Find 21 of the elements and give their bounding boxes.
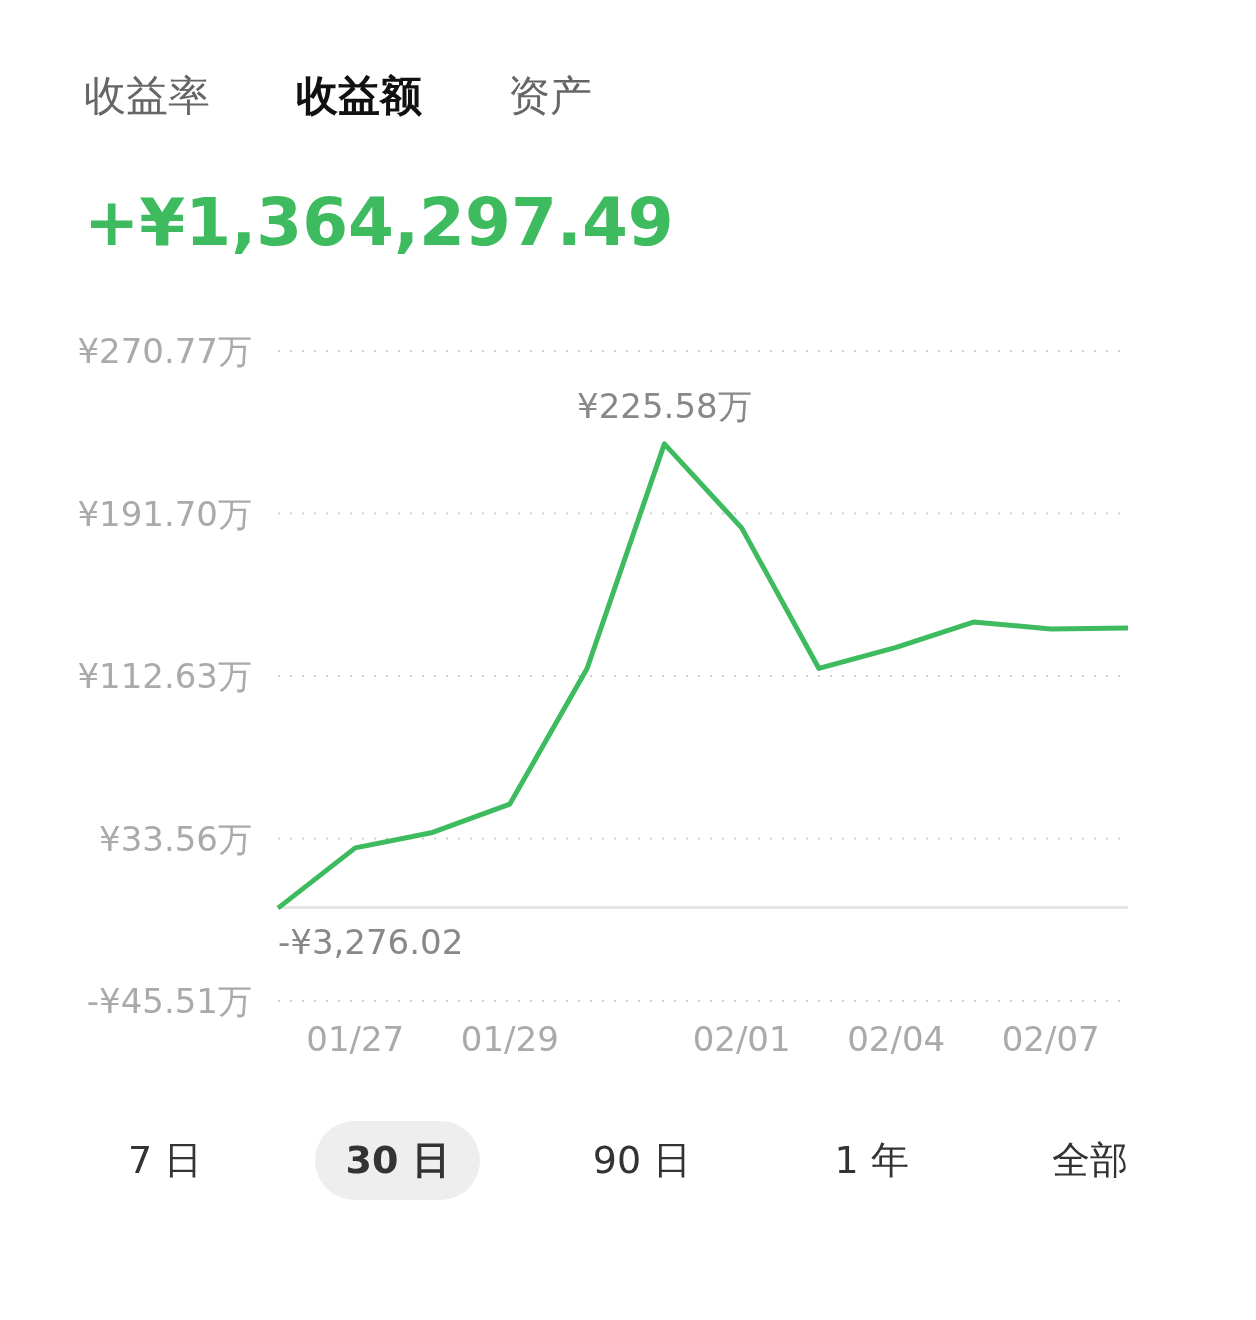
x-tick-label: 02/07 (1001, 1019, 1100, 1060)
data-label: ¥225.58万 (577, 385, 752, 426)
text: 全部 (1050, 1137, 1129, 1184)
x-tick-label: 02/01 (692, 1019, 791, 1060)
y-tick-label: ¥191.70万 (77, 493, 252, 534)
text: 30 日 (315, 1121, 480, 1200)
text: 1 年 (833, 1137, 910, 1184)
text: 收益额 (296, 70, 422, 122)
text: 90 日 (591, 1137, 693, 1184)
text: 7 日 (127, 1137, 204, 1184)
x-tick-label: 01/29 (460, 1019, 559, 1060)
y-tick-label: ¥112.63万 (77, 656, 252, 697)
x-tick-label: 02/04 (847, 1019, 946, 1060)
y-tick-label: ¥270.77万 (77, 331, 252, 372)
text: 收益率 (84, 70, 210, 122)
y-tick-label: -¥45.51万 (86, 981, 252, 1022)
annotation: -¥3,276.02 (278, 922, 464, 963)
chart-title: +¥1,364,297.49 (83, 184, 675, 261)
y-tick-label: ¥33.56万 (99, 818, 252, 859)
x-tick-label: 01/27 (306, 1019, 405, 1060)
text: 资产 (508, 70, 592, 122)
